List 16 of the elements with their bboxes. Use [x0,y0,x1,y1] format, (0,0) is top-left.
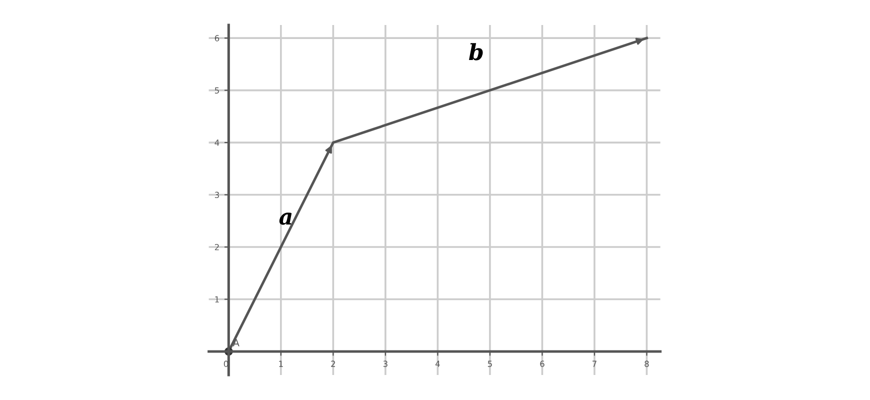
x-tick-label: 4 [435,360,440,367]
y-tick-label: 1 [215,296,219,302]
annotation: a [279,212,292,225]
x-tick-label: 3 [383,360,388,367]
y-tick-label: 3 [214,192,219,198]
x-tick-label: 1 [279,360,283,367]
y-tick-label: 4 [214,140,220,146]
y-tick-label: 6 [214,35,220,42]
x-tick-label: 2 [331,360,335,367]
annotation: b [468,43,483,60]
x-tick-label: 8 [644,360,649,367]
x-tick-label: 5 [488,360,492,367]
y-tick-label: 2 [214,244,219,250]
y-tick-label: 5 [214,87,219,94]
x-tick-label: 6 [540,360,544,367]
x-tick-label: 7 [592,360,596,367]
